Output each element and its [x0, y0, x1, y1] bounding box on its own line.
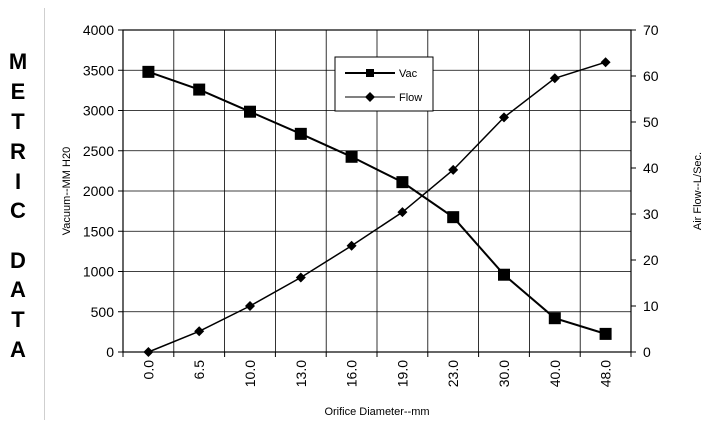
flow-point	[397, 207, 408, 218]
side-letter: R	[10, 139, 26, 164]
y2-tick-label: 70	[643, 22, 659, 38]
side-letter: D	[10, 248, 26, 273]
y-tick-label: 1500	[83, 223, 114, 239]
side-letter: A	[10, 337, 26, 362]
legend-flow-label: Flow	[399, 92, 422, 104]
y2-tick-label: 50	[643, 114, 659, 130]
y-tick-label: 3500	[83, 62, 114, 78]
y2-tick-label: 60	[643, 68, 659, 84]
vac-point	[294, 127, 307, 140]
y-tick-label: 500	[91, 304, 115, 320]
y2-tick-label: 30	[643, 206, 659, 222]
vac-point	[498, 268, 510, 281]
y2-tick-label: 20	[643, 252, 659, 268]
data-series	[142, 57, 612, 357]
y2-tick-label: 40	[643, 160, 659, 176]
axis-ticks: 0 500 1000 1500 2000 2500 3000 3500 4000 0 10 20 30 4…	[83, 22, 659, 387]
flow-point	[295, 272, 306, 283]
flow-point	[245, 301, 255, 311]
y-tick-label: 1000	[83, 264, 114, 280]
x-tick-label: 0.0	[140, 360, 156, 380]
flow-point	[194, 326, 205, 337]
y-tick-label: 2500	[83, 143, 114, 159]
y2-axis-label: Air Flow--L/Sec.	[692, 152, 704, 230]
flow-point	[448, 164, 459, 175]
flow-point	[549, 73, 560, 84]
vac-point	[244, 105, 256, 118]
x-tick-label: 13.0	[293, 360, 309, 387]
left-divider	[44, 8, 45, 420]
y-tick-label: 2000	[83, 183, 114, 199]
flow-point	[143, 347, 154, 357]
x-tick-label: 6.5	[191, 360, 207, 380]
side-letter: M	[8, 49, 28, 74]
y-tick-label: 0	[106, 344, 114, 360]
x-axis-label: Orifice Diameter--mm	[324, 406, 429, 418]
flow-point	[499, 112, 509, 123]
side-letter: A	[10, 277, 26, 302]
legend-vac-label: Vac	[399, 68, 418, 80]
x-tick-label: 19.0	[394, 360, 410, 387]
vac-point	[193, 83, 206, 96]
y-axis-label: Vacuum--MM H20	[61, 147, 73, 235]
vac-series-line	[148, 70, 606, 335]
vac-point	[142, 65, 155, 78]
legend-flow-marker	[365, 92, 375, 102]
flow-series-line	[148, 61, 606, 353]
x-tick-label: 23.0	[445, 360, 461, 387]
x-tick-label: 30.0	[496, 360, 512, 387]
legend-vac-marker	[366, 69, 374, 77]
legend-box	[334, 56, 434, 112]
side-letter: T	[11, 307, 25, 332]
x-tick-label: 10.0	[242, 360, 258, 387]
vac-point	[447, 211, 460, 224]
side-letter: I	[14, 169, 22, 194]
side-letter: C	[10, 198, 26, 223]
flow-point	[600, 57, 611, 68]
y2-tick-label: 0	[643, 344, 651, 360]
vac-point	[345, 150, 358, 163]
vac-point	[396, 176, 409, 189]
side-letter: E	[10, 79, 26, 104]
y-tick-label: 3000	[83, 103, 114, 119]
x-tick-label: 48.0	[598, 360, 614, 387]
side-label: M E T R I C D A T A	[0, 0, 40, 426]
legend: Vac Flow	[334, 56, 434, 112]
y2-tick-label: 10	[643, 298, 659, 314]
flow-point	[346, 240, 357, 251]
vac-point	[599, 327, 612, 340]
vac-point	[548, 312, 561, 325]
y-tick-label: 4000	[83, 22, 114, 38]
side-letter: T	[11, 109, 25, 134]
x-tick-label: 40.0	[547, 360, 563, 387]
x-tick-label: 16.0	[344, 360, 360, 387]
